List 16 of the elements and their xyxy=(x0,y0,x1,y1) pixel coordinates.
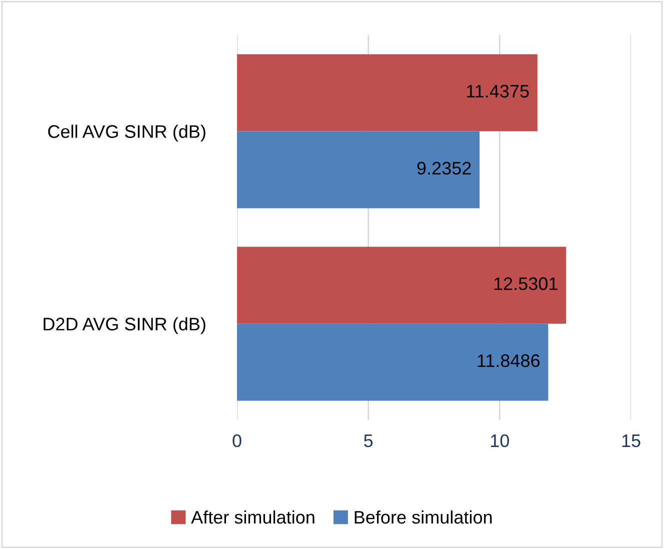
y-tick-label: Cell AVG SINR (dB) xyxy=(48,124,206,142)
data-label: 12.5301 xyxy=(494,277,558,290)
legend-label: Before simulation xyxy=(354,510,492,524)
bar xyxy=(237,131,480,208)
x-tick-label: 5 xyxy=(364,434,373,448)
x-tick-label: 15 xyxy=(622,434,640,448)
x-tick-label: 10 xyxy=(491,434,510,448)
bar xyxy=(237,324,548,401)
legend-label: After simulation xyxy=(191,510,314,524)
data-label: 11.4375 xyxy=(466,84,529,98)
bar xyxy=(237,54,538,132)
x-tick-label: 0 xyxy=(232,434,242,448)
data-label: 9.2352 xyxy=(417,162,471,175)
y-tick-label: D2D AVG SINR (dB) xyxy=(44,317,206,334)
bar xyxy=(237,246,566,324)
data-label: 11.8486 xyxy=(478,354,540,368)
